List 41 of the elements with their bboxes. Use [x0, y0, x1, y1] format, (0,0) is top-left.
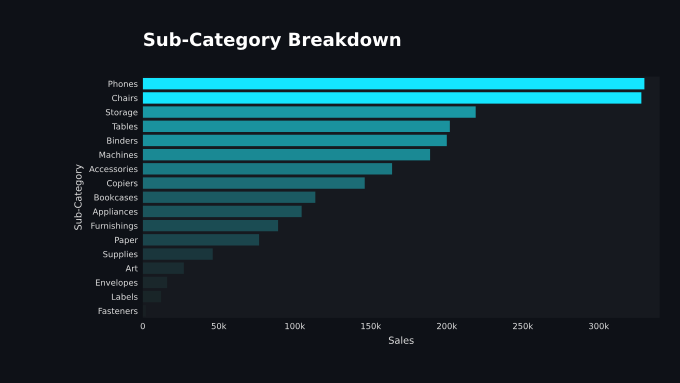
y-tick-label: Bookcases: [94, 194, 138, 201]
bar: [142, 192, 316, 203]
bar: [142, 163, 392, 175]
y-axis-title: Sub-Category: [74, 164, 84, 230]
y-tick-label: Supplies: [103, 250, 138, 259]
y-tick-label: Paper: [115, 236, 138, 245]
bar: [142, 78, 644, 90]
bar: [142, 177, 365, 189]
x-tick-label: 0: [140, 322, 145, 330]
y-tick-label: Storage: [106, 109, 138, 117]
bar: [142, 148, 430, 160]
y-tick-label: Tables: [112, 123, 138, 130]
y-tick-label: Appliances: [92, 208, 138, 216]
y-tick-label: Envelopes: [96, 279, 138, 288]
y-tick-label: Chairs: [112, 94, 138, 102]
y-tick-label: Phones: [108, 80, 138, 87]
bar: [142, 248, 213, 260]
x-tick-label: 100k: [285, 322, 306, 330]
x-tick-label: 300k: [589, 322, 610, 330]
y-tick-label: Furnishings: [91, 222, 138, 231]
y-tick-label: Fasteners: [98, 308, 138, 314]
y-tick-label: Copiers: [106, 180, 138, 188]
y-tick-label: Machines: [100, 152, 138, 158]
chart-title: Sub-Category Breakdown: [144, 32, 400, 50]
bar: [142, 234, 260, 246]
x-tick-label: 50k: [212, 322, 226, 330]
bar: [142, 220, 278, 232]
bar: [142, 92, 642, 104]
x-tick-label: 250k: [513, 322, 534, 330]
y-tick-label: Accessories: [89, 166, 138, 172]
bar: [142, 120, 450, 132]
bar: [142, 262, 184, 274]
y-tick-label: Binders: [107, 137, 138, 144]
y-tick-label: Art: [126, 265, 138, 272]
x-axis-title: Sales: [388, 336, 414, 344]
bar: [142, 106, 476, 118]
bar: [142, 206, 302, 218]
bar: [142, 134, 447, 146]
x-tick-label: 200k: [437, 322, 458, 330]
x-tick-label: 150k: [361, 322, 382, 330]
y-tick-label: Labels: [112, 293, 138, 300]
